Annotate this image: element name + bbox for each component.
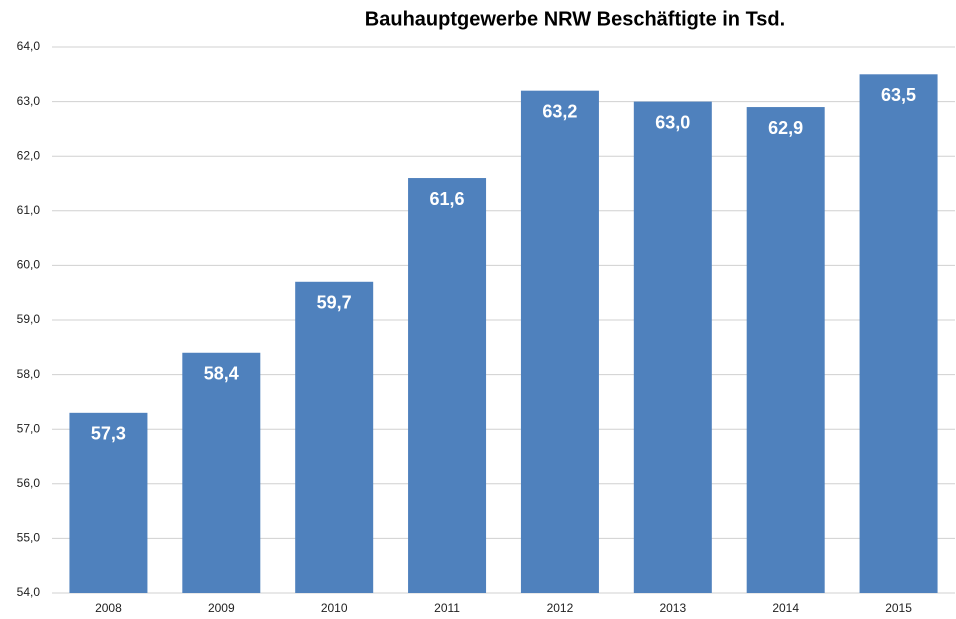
y-tick-label: 63,0 bbox=[17, 94, 41, 108]
value-label: 63,5 bbox=[881, 85, 916, 105]
bar bbox=[520, 90, 599, 594]
x-tick-label: 2010 bbox=[321, 601, 348, 615]
value-label: 59,7 bbox=[317, 293, 352, 313]
y-tick-label: 55,0 bbox=[17, 531, 41, 545]
bar bbox=[182, 352, 261, 593]
y-tick-label: 60,0 bbox=[17, 258, 41, 272]
x-tick-label: 2011 bbox=[434, 601, 460, 615]
value-label: 58,4 bbox=[204, 364, 239, 384]
bar bbox=[633, 101, 712, 593]
value-label: 63,0 bbox=[655, 112, 690, 132]
value-label: 57,3 bbox=[91, 424, 126, 444]
bar bbox=[746, 107, 825, 593]
x-tick-label: 2015 bbox=[885, 601, 912, 615]
y-tick-label: 59,0 bbox=[17, 312, 41, 326]
x-tick-label: 2008 bbox=[95, 601, 122, 615]
bar bbox=[408, 178, 487, 594]
x-tick-label: 2009 bbox=[208, 601, 235, 615]
chart-title: Bauhauptgewerbe NRW Beschäftigte in Tsd. bbox=[365, 8, 785, 30]
y-tick-label: 57,0 bbox=[17, 421, 41, 435]
y-tick-label: 62,0 bbox=[17, 148, 41, 162]
bar bbox=[69, 412, 148, 593]
value-label: 62,9 bbox=[768, 118, 803, 138]
x-tick-label: 2012 bbox=[547, 601, 574, 615]
y-tick-label: 54,0 bbox=[17, 585, 41, 599]
y-tick-label: 61,0 bbox=[17, 203, 41, 217]
x-tick-label: 2013 bbox=[659, 601, 686, 615]
value-label: 61,6 bbox=[430, 189, 465, 209]
y-tick-label: 58,0 bbox=[17, 367, 41, 381]
y-tick-label: 64,0 bbox=[17, 39, 41, 53]
bar bbox=[295, 281, 374, 593]
value-label: 63,2 bbox=[542, 101, 577, 121]
y-tick-label: 56,0 bbox=[17, 476, 41, 490]
bar bbox=[859, 74, 938, 594]
x-tick-label: 2014 bbox=[772, 601, 799, 615]
